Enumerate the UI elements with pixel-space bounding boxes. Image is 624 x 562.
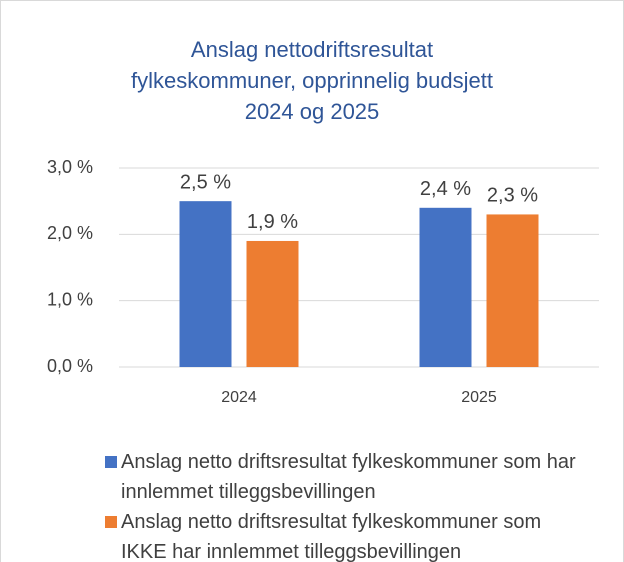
data-label: 2,5 % (180, 171, 231, 193)
legend: Anslag netto driftsresultat fylkeskommun… (105, 447, 605, 562)
bar (486, 214, 539, 367)
data-label: 2,4 % (420, 178, 471, 200)
x-tick-label: 2025 (461, 389, 497, 406)
x-tick-label: 2024 (221, 389, 257, 406)
chart-title: fylkeskommuner, opprinnelig budsjett (131, 68, 493, 93)
legend-entry: Anslag netto driftsresultat fylkeskommun… (105, 507, 591, 562)
plot: Anslag nettodriftsresultat fylkeskommuner… (47, 37, 599, 406)
bar (179, 201, 232, 367)
chart-title: 2024 og 2025 (245, 99, 380, 124)
y-tick-label: 1,0 % (47, 289, 93, 309)
bar (246, 240, 299, 367)
y-tick-label: 0,0 % (47, 356, 93, 376)
data-label: 2,3 % (487, 185, 538, 207)
chart-title: Anslag nettodriftsresultat (191, 37, 433, 62)
y-tick-label: 3,0 % (47, 157, 93, 177)
data-label: 1,9 % (247, 211, 298, 233)
legend-swatch (105, 516, 117, 528)
legend-label: Anslag netto driftsresultat fylkeskommun… (121, 451, 576, 503)
bar (419, 207, 472, 367)
legend-entry: Anslag netto driftsresultat fylkeskommun… (105, 447, 591, 507)
y-tick-label: 2,0 % (47, 223, 93, 243)
legend-swatch (105, 456, 117, 468)
legend-label: Anslag netto driftsresultat fylkeskommun… (121, 511, 542, 562)
